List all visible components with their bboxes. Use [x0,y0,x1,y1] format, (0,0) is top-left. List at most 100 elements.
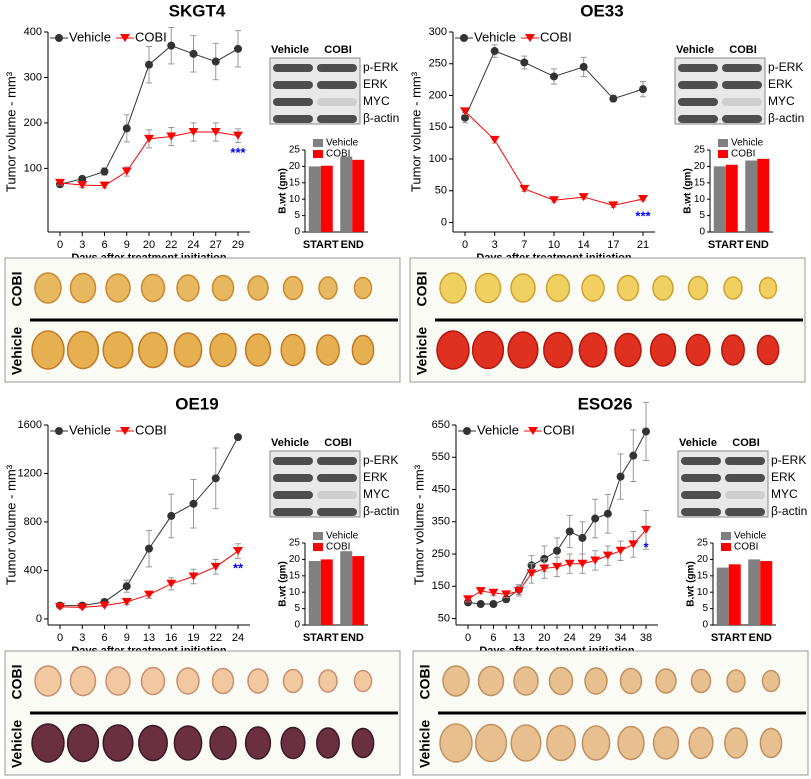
tumor [652,726,680,760]
x-tick-label: START [303,632,339,644]
tumor [31,723,65,763]
blot-band-label: p-ERK [363,453,398,467]
tumor [510,724,542,762]
blot-band [681,491,721,499]
line [464,111,644,206]
blot-band-label: β-actin [771,504,807,518]
chart-title: SKGT4 [169,1,226,20]
point [489,135,500,144]
x-tick-label: 22 [165,239,177,251]
photo-row-label: COBI [9,272,25,307]
point [145,544,153,553]
x-tick-label: 19 [187,632,199,644]
blot-band [317,81,357,89]
legend-label: Vehicle [69,422,111,437]
tumor [105,666,131,696]
tumor [247,668,269,694]
blot-band [273,98,313,106]
tumor [584,667,608,695]
tumor [619,667,643,695]
x-tick-label: 6 [101,632,107,644]
legend-label: Vehicle [69,29,111,44]
point [55,427,63,435]
x-tick-label: 20 [538,632,550,644]
y-tick-label: 550 [432,451,450,463]
point [513,587,524,596]
tumor [173,725,203,761]
point [189,499,198,508]
point [520,58,529,67]
legend-swatch [313,139,323,147]
panel: SKGT410020030040003692022242729Days afte… [3,1,401,383]
x-tick-label: END [749,632,772,644]
tumor [282,275,304,301]
tumor [31,330,65,370]
photo-row-label: COBI [417,665,433,700]
tumor [209,725,237,761]
tumor [209,332,237,368]
blot-band-label: β-actin [768,111,804,125]
legend-label: COBI [135,29,167,44]
blot-band [678,64,718,72]
tumor [69,272,97,304]
bar [725,164,738,232]
point [602,551,613,560]
point [590,556,601,565]
blot-band [678,81,718,89]
point [579,62,588,71]
blot-band-label: MYC [363,94,390,108]
x-tick-label: 24 [564,632,576,644]
x-tick-label: 0 [57,239,63,251]
blot-band [317,474,357,482]
tumor [761,669,781,693]
tumor [353,669,373,693]
blot-band-label: ERK [363,470,388,484]
legend-swatch [313,532,323,540]
point [120,34,130,42]
point [565,527,574,536]
tumor [138,331,168,369]
point [233,131,243,140]
y-tick-label: 25 [289,538,301,549]
y-tick-label: 5 [702,603,708,614]
tumor [351,334,375,366]
point [501,590,512,599]
blot-band [273,457,313,465]
tumor [507,331,539,369]
blot-band [722,81,762,89]
tumor [280,333,306,367]
tumor [543,331,573,369]
point [100,167,109,176]
legend-label: Vehicle [477,422,519,437]
x-tick-label: 27 [210,239,222,251]
annotation: *** [230,145,246,160]
annotation: *** [635,208,651,223]
point [144,134,154,143]
panel: ESO265015025035045055065006132024293438D… [411,394,809,776]
x-tick-label: 3 [79,239,85,251]
point [210,128,221,136]
blot-band-label: ERK [771,470,796,484]
y-tick-label: 800 [24,516,42,528]
tumor [688,726,714,760]
tumor [353,276,373,300]
point [641,525,651,534]
photo-row-label: Vehicle [414,327,430,375]
y-tick-label: 20 [694,161,706,172]
legend-swatch [718,139,728,147]
tumor [439,723,473,763]
point [167,511,176,520]
y-tick-label: 5 [294,603,300,614]
point [629,451,638,460]
tumor [66,723,100,763]
point [525,34,535,42]
y-tick-label: 20 [289,161,301,172]
point [460,107,470,116]
point [189,49,198,58]
y-tick-label: 1200 [18,467,42,479]
point [461,113,469,122]
blot-band [681,508,721,516]
bar [340,156,353,232]
tumor [351,727,375,759]
